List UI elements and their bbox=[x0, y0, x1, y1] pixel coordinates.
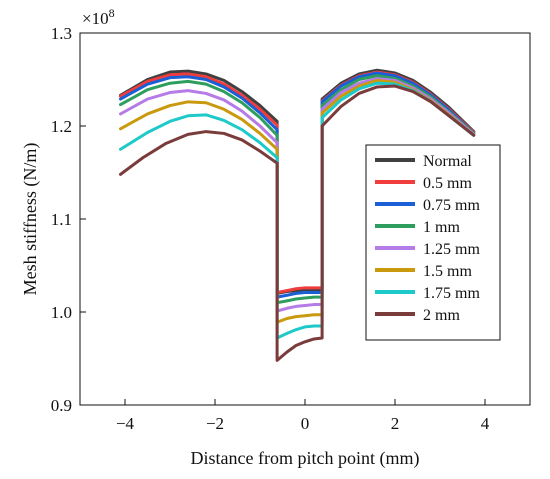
series-line-0-75-mm bbox=[119, 71, 476, 299]
y-tick-label: 1.1 bbox=[51, 210, 72, 229]
legend-label: 0.5 mm bbox=[423, 175, 472, 192]
legend-label: 0.75 mm bbox=[423, 197, 480, 214]
y-tick-label: 0.9 bbox=[51, 396, 72, 415]
legend-label: Normal bbox=[423, 153, 472, 170]
series-line-1-5-mm bbox=[119, 78, 476, 324]
x-tick-label: 4 bbox=[481, 414, 490, 433]
y-multiplier-label: ×108 bbox=[82, 6, 115, 28]
series-line-1-75-mm bbox=[119, 81, 476, 340]
y-multiplier-base: ×10 bbox=[82, 9, 109, 28]
x-axis: −4 −2 0 2 4 bbox=[116, 399, 490, 433]
legend-label: 1.5 mm bbox=[423, 263, 472, 280]
series-line-1-25-mm bbox=[119, 77, 476, 313]
legend-box bbox=[365, 144, 501, 341]
series-line-1-mm bbox=[119, 74, 476, 305]
legend-label: 1 mm bbox=[423, 219, 460, 236]
series-lines bbox=[119, 68, 476, 362]
x-tick-label: −2 bbox=[206, 414, 224, 433]
y-tick-label: 1.2 bbox=[51, 117, 72, 136]
y-tick-label: 1.0 bbox=[51, 303, 72, 322]
legend-label: 2 mm bbox=[423, 307, 460, 324]
y-axis: 0.9 1.0 1.1 1.2 1.3 bbox=[51, 24, 86, 415]
x-tick-label: 2 bbox=[391, 414, 400, 433]
series-line-2-mm bbox=[119, 84, 476, 362]
y-multiplier-exponent: 8 bbox=[109, 6, 115, 20]
x-axis-label: Distance from pitch point (mm) bbox=[191, 448, 420, 469]
legend-label: 1.75 mm bbox=[423, 285, 480, 302]
legend-label: 1.25 mm bbox=[423, 241, 480, 258]
x-tick-label: 0 bbox=[301, 414, 310, 433]
y-tick-label: 1.3 bbox=[51, 24, 72, 43]
y-axis-label: Mesh stiffness (N/m) bbox=[20, 143, 41, 296]
series-line-normal bbox=[119, 68, 476, 295]
x-tick-label: −4 bbox=[116, 414, 135, 433]
legend: Normal 0.5 mm 0.75 mm 1 mm 1.25 mm 1.5 mm 1.75… bbox=[365, 144, 501, 341]
